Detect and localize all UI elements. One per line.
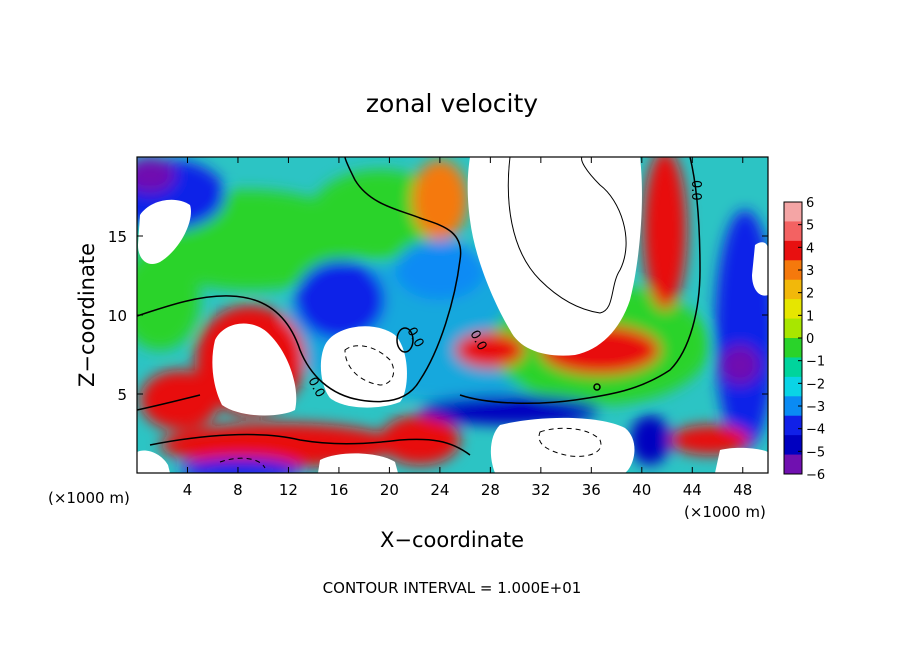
colorbar-label: −3 bbox=[806, 400, 825, 415]
white-region-bottom-center bbox=[490, 417, 635, 473]
colorbar-swatch bbox=[784, 338, 802, 358]
x-tick-label: 24 bbox=[430, 481, 449, 499]
colorbar-label: 0 bbox=[806, 332, 814, 347]
colorbar-swatch bbox=[784, 299, 802, 320]
x-tick-label: 40 bbox=[632, 481, 651, 499]
x-tick-label: 16 bbox=[329, 481, 348, 499]
colorbar-label: −4 bbox=[806, 423, 825, 438]
colorbar-swatch bbox=[784, 318, 802, 339]
white-region-bottom-right bbox=[715, 447, 768, 473]
x-tick-label: 12 bbox=[279, 481, 298, 499]
colorbar-swatch bbox=[784, 357, 802, 378]
y-tick-label: 10 bbox=[108, 307, 127, 325]
colorbar: 6 5 4 3 2 1 0 −1 −2 −3 −4 −5 −6 bbox=[783, 196, 825, 483]
colorbar-label: −5 bbox=[806, 445, 825, 460]
y-axis-label: Z−coordinate bbox=[75, 243, 99, 387]
colorbar-label: 6 bbox=[806, 196, 814, 211]
x-tick-label: 44 bbox=[683, 481, 702, 499]
y-tick-label: 5 bbox=[117, 386, 127, 404]
white-region-bottom-mid bbox=[318, 453, 398, 473]
colorbar-swatch bbox=[784, 279, 802, 300]
x-tick-label: 36 bbox=[582, 481, 601, 499]
contour-zero-lower bbox=[137, 157, 701, 411]
colorbar-label: −1 bbox=[806, 355, 825, 370]
colorbar-label: 4 bbox=[806, 241, 814, 256]
colorbar-label: 3 bbox=[806, 264, 814, 279]
colorbar-swatch bbox=[784, 454, 802, 475]
white-region-top-left bbox=[138, 199, 191, 265]
colorbar-swatch bbox=[784, 221, 802, 242]
colorbar-label: −6 bbox=[806, 468, 825, 483]
y-axis-ticks: 5 10 15 bbox=[108, 228, 768, 404]
colorbar-swatch bbox=[784, 415, 802, 436]
heatmap-field: 0.0 0.0 0.0 0.0 bbox=[137, 157, 768, 473]
contour-tiny-loop bbox=[593, 383, 601, 391]
contour-interval-note: CONTOUR INTERVAL = 1.000E+01 bbox=[323, 579, 582, 597]
x-unit-left: (×1000 m) bbox=[48, 489, 130, 507]
x-tick-label: 32 bbox=[531, 481, 550, 499]
colorbar-swatch bbox=[784, 202, 802, 222]
contour-lines bbox=[137, 157, 701, 469]
contour-thin-right bbox=[507, 157, 627, 314]
x-axis-ticks: 4 8 12 16 20 24 28 32 36 40 44 48 bbox=[183, 157, 752, 499]
contour-label-3: 0.0 bbox=[688, 180, 703, 201]
colorbar-label: 1 bbox=[806, 309, 814, 324]
x-tick-label: 28 bbox=[481, 481, 500, 499]
white-region-left bbox=[212, 323, 297, 416]
x-tick-label: 4 bbox=[183, 481, 193, 499]
contour-zero-bottom bbox=[149, 433, 471, 456]
y-tick-label: 15 bbox=[108, 228, 127, 246]
x-tick-label: 8 bbox=[233, 481, 243, 499]
colorbar-label: 2 bbox=[806, 287, 814, 302]
white-region-upper-right bbox=[467, 157, 642, 356]
white-regions bbox=[137, 157, 768, 473]
chart-title: zonal velocity bbox=[366, 89, 538, 118]
contour-dashed-bottom bbox=[219, 427, 602, 469]
contour-zero-upper bbox=[137, 157, 462, 403]
colorbar-swatch bbox=[784, 240, 802, 261]
colorbar-swatch bbox=[784, 260, 802, 281]
x-unit-right: (×1000 m) bbox=[684, 503, 766, 521]
white-region-center bbox=[320, 326, 407, 408]
x-axis-label: X−coordinate bbox=[380, 528, 524, 552]
white-region-right-edge bbox=[752, 242, 768, 296]
colorbar-label: 5 bbox=[806, 219, 814, 234]
white-region-bottom-left bbox=[137, 450, 170, 473]
x-tick-label: 48 bbox=[733, 481, 752, 499]
colorbar-label: −2 bbox=[806, 377, 825, 392]
contour-small-loop bbox=[396, 327, 414, 353]
colorbar-swatch bbox=[784, 376, 802, 397]
colorbar-swatch bbox=[784, 435, 802, 456]
x-tick-label: 20 bbox=[380, 481, 399, 499]
contour-dashed-center bbox=[344, 345, 395, 386]
colorbar-swatch bbox=[784, 396, 802, 417]
